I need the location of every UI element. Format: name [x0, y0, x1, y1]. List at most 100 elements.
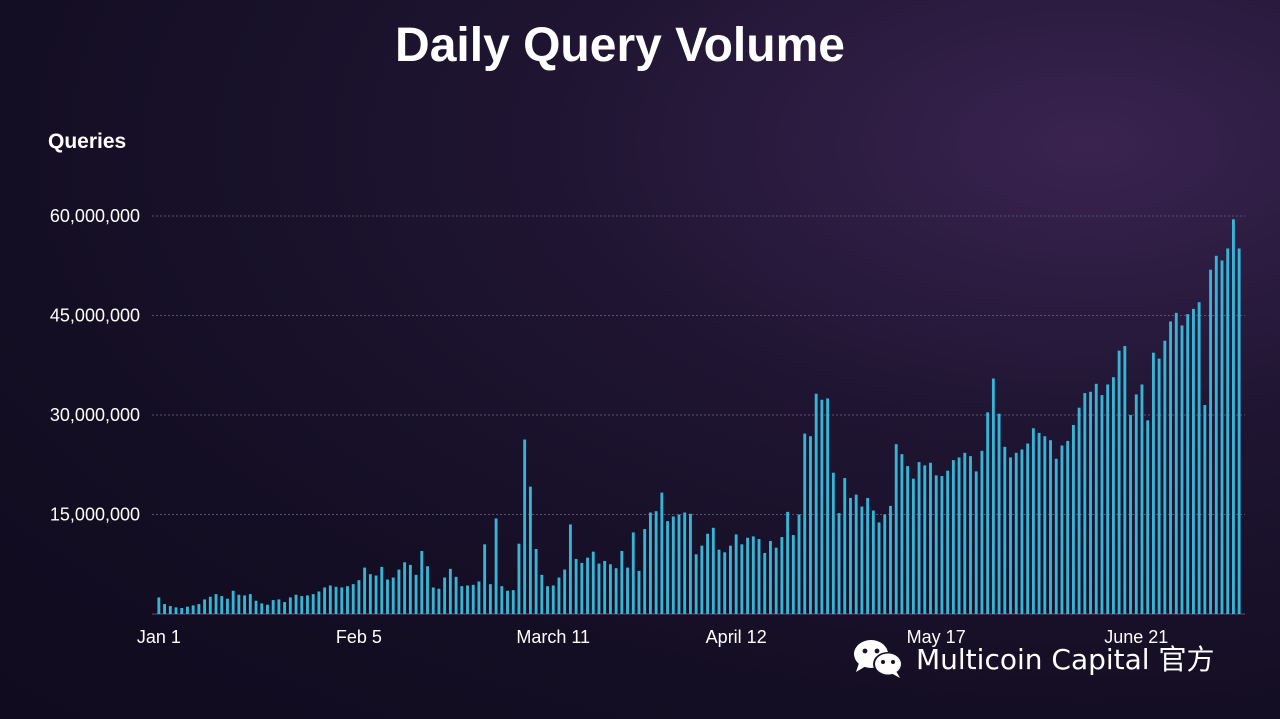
x-tick-labels: Jan 1 Feb 5 March 11 April 12 May 17 June 21 — [137, 627, 1168, 647]
bar — [723, 552, 727, 614]
bar — [1226, 248, 1230, 614]
bar — [729, 545, 732, 614]
bar — [1237, 248, 1241, 614]
bar — [654, 511, 658, 614]
bar — [391, 577, 395, 614]
bar — [1003, 446, 1007, 614]
bar — [614, 568, 618, 614]
bar — [1180, 325, 1184, 614]
bar — [306, 595, 309, 614]
bar — [631, 532, 635, 614]
bar — [786, 511, 790, 614]
bar — [677, 514, 681, 614]
chart-title: Daily Query Volume — [395, 19, 845, 72]
bar — [637, 570, 641, 614]
bar — [551, 585, 555, 614]
bar — [1089, 391, 1092, 614]
bar — [1083, 393, 1087, 614]
bar — [437, 588, 441, 614]
bar — [1151, 352, 1155, 614]
bar — [906, 466, 910, 614]
bar — [1117, 350, 1121, 614]
bar — [608, 564, 612, 614]
bar — [300, 596, 304, 614]
watermark-text: Multicoin Capital 官方 — [916, 643, 1215, 676]
bar — [568, 524, 572, 614]
bar — [597, 563, 601, 614]
bar — [448, 568, 452, 614]
bar — [563, 569, 567, 614]
bar — [494, 518, 498, 614]
bar — [1071, 424, 1075, 614]
bar — [1197, 302, 1201, 614]
bar — [854, 494, 858, 614]
bar — [414, 574, 418, 614]
bar — [1163, 340, 1167, 614]
bar — [963, 452, 967, 614]
bar — [460, 586, 464, 614]
bar — [923, 465, 927, 614]
bar — [540, 574, 544, 614]
bar — [734, 534, 738, 614]
bar — [689, 513, 692, 614]
bar — [363, 567, 367, 614]
bar — [1026, 443, 1030, 614]
bar — [889, 505, 892, 614]
bar — [1129, 415, 1132, 614]
bar — [1111, 377, 1115, 614]
bar — [717, 549, 721, 614]
bar — [426, 566, 429, 614]
bar — [1220, 260, 1224, 614]
bar — [1014, 452, 1018, 614]
bar — [831, 472, 835, 614]
bar — [1054, 458, 1058, 614]
bar — [197, 604, 201, 614]
bars — [157, 219, 1241, 615]
bar — [328, 585, 332, 614]
bar — [883, 514, 887, 614]
bar — [591, 551, 595, 614]
bar — [1094, 383, 1098, 614]
bar — [443, 577, 447, 614]
bar — [894, 444, 898, 614]
bar — [231, 590, 235, 614]
bar — [1100, 395, 1104, 614]
bar — [871, 510, 875, 614]
bar — [174, 607, 178, 614]
wechat-icon — [854, 640, 903, 678]
bar — [1186, 314, 1190, 614]
bar — [260, 603, 264, 614]
bar — [917, 462, 921, 614]
bar — [528, 486, 532, 614]
bar — [911, 478, 915, 614]
bar — [877, 522, 881, 614]
bar — [294, 594, 298, 614]
bar — [991, 378, 995, 614]
bar — [1134, 394, 1138, 614]
bar — [408, 564, 412, 614]
bar — [774, 547, 778, 614]
bar — [740, 544, 744, 614]
bar — [660, 492, 664, 614]
x-tick-label: Feb 5 — [336, 627, 382, 647]
bar — [288, 597, 292, 614]
bar — [471, 584, 475, 614]
bar — [380, 566, 384, 614]
bar — [351, 584, 355, 614]
bar — [648, 512, 652, 614]
bar — [226, 598, 229, 614]
y-tick-label: 15,000,000 — [50, 505, 140, 525]
bar — [929, 462, 932, 614]
bar — [346, 586, 349, 614]
bar — [837, 513, 841, 614]
bar — [248, 594, 252, 614]
bar — [557, 577, 561, 614]
bar — [803, 433, 807, 614]
bar — [506, 590, 509, 614]
x-tick-label: April 12 — [706, 627, 767, 647]
bar — [620, 550, 624, 614]
x-tick-label: Jan 1 — [137, 627, 181, 647]
bar — [1106, 384, 1110, 614]
bar — [826, 398, 830, 614]
bar — [1060, 445, 1064, 614]
